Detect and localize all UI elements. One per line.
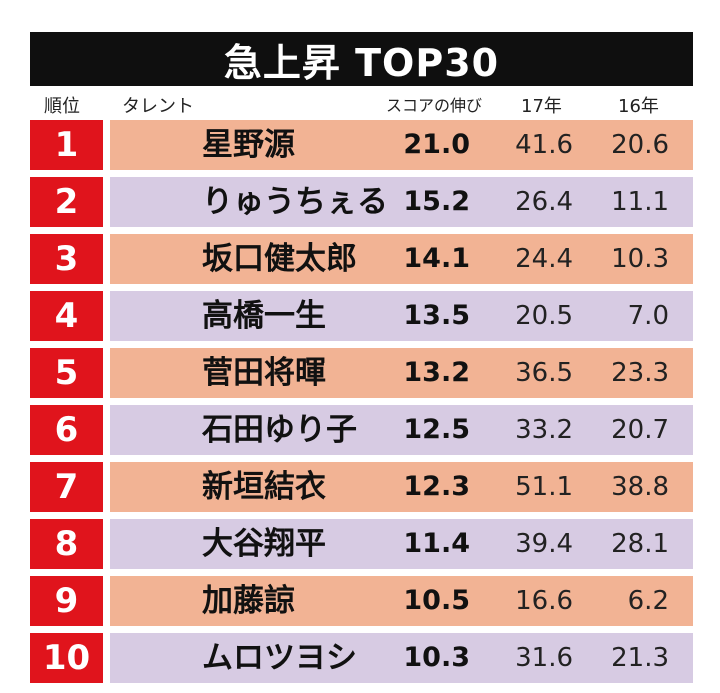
score-17: 16.6 (515, 586, 573, 616)
score-growth: 12.3 (403, 471, 470, 502)
talent-name: 新垣結衣 (202, 469, 326, 505)
table-row: 3 坂口健太郎 14.1 24.4 10.3 (30, 234, 693, 284)
rank-badge: 3 (30, 234, 103, 284)
score-16: 6.2 (627, 586, 669, 616)
row-band: 星野源 21.0 41.6 20.6 (110, 120, 693, 170)
rank-badge: 5 (30, 348, 103, 398)
score-16: 7.0 (627, 301, 669, 331)
row-band: 菅田将暉 13.2 36.5 23.3 (110, 348, 693, 398)
table-row: 5 菅田将暉 13.2 36.5 23.3 (30, 348, 693, 398)
header-rank: 順位 (44, 96, 80, 117)
score-17: 41.6 (515, 130, 573, 160)
talent-name: 星野源 (202, 127, 295, 163)
score-16: 20.7 (611, 415, 669, 445)
rank-badge: 4 (30, 291, 103, 341)
ranking-title: 急上昇 TOP30 (30, 32, 693, 86)
header-year-16: 16年 (618, 96, 659, 117)
rank-badge: 2 (30, 177, 103, 227)
score-16: 11.1 (611, 187, 669, 217)
score-growth: 13.5 (403, 300, 470, 331)
score-growth: 21.0 (403, 129, 470, 160)
score-17: 33.2 (515, 415, 573, 445)
score-17: 51.1 (515, 472, 573, 502)
header-score-growth: スコアの伸び (386, 96, 483, 115)
table-row: 8 大谷翔平 11.4 39.4 28.1 (30, 519, 693, 569)
rank-badge: 8 (30, 519, 103, 569)
talent-name: ムロツヨシ (202, 640, 357, 676)
rank-badge: 10 (30, 633, 103, 683)
score-16: 38.8 (611, 472, 669, 502)
talent-name: 大谷翔平 (202, 526, 326, 562)
score-17: 36.5 (515, 358, 573, 388)
table-header: 順位 タレント スコアの伸び 17年 16年 (30, 92, 693, 118)
table-row: 4 高橋一生 13.5 20.5 7.0 (30, 291, 693, 341)
row-band: りゅうちぇる 15.2 26.4 11.1 (110, 177, 693, 227)
row-band: 坂口健太郎 14.1 24.4 10.3 (110, 234, 693, 284)
score-16: 23.3 (611, 358, 669, 388)
talent-name: 菅田将暉 (202, 355, 326, 391)
header-talent: タレント (122, 96, 194, 117)
score-17: 26.4 (515, 187, 573, 217)
score-growth: 10.5 (403, 585, 470, 616)
table-row: 10 ムロツヨシ 10.3 31.6 21.3 (30, 633, 693, 683)
table-row: 9 加藤諒 10.5 16.6 6.2 (30, 576, 693, 626)
talent-name: 石田ゆり子 (202, 412, 357, 448)
row-band: 高橋一生 13.5 20.5 7.0 (110, 291, 693, 341)
table-row: 1 星野源 21.0 41.6 20.6 (30, 120, 693, 170)
score-16: 28.1 (611, 529, 669, 559)
score-16: 21.3 (611, 643, 669, 673)
rank-badge: 7 (30, 462, 103, 512)
talent-name: 高橋一生 (202, 298, 326, 334)
talent-name: 坂口健太郎 (202, 241, 357, 277)
score-17: 24.4 (515, 244, 573, 274)
talent-name: 加藤諒 (202, 583, 295, 619)
talent-name: りゅうちぇる (202, 184, 388, 220)
row-band: 大谷翔平 11.4 39.4 28.1 (110, 519, 693, 569)
score-growth: 10.3 (403, 642, 470, 673)
row-band: ムロツヨシ 10.3 31.6 21.3 (110, 633, 693, 683)
score-growth: 14.1 (403, 243, 470, 274)
row-band: 新垣結衣 12.3 51.1 38.8 (110, 462, 693, 512)
score-17: 39.4 (515, 529, 573, 559)
score-growth: 12.5 (403, 414, 470, 445)
table-row: 7 新垣結衣 12.3 51.1 38.8 (30, 462, 693, 512)
score-growth: 15.2 (403, 186, 470, 217)
score-17: 31.6 (515, 643, 573, 673)
header-year-17: 17年 (521, 96, 562, 117)
row-band: 石田ゆり子 12.5 33.2 20.7 (110, 405, 693, 455)
score-growth: 11.4 (403, 528, 470, 559)
table-row: 6 石田ゆり子 12.5 33.2 20.7 (30, 405, 693, 455)
rank-badge: 1 (30, 120, 103, 170)
score-16: 20.6 (611, 130, 669, 160)
score-growth: 13.2 (403, 357, 470, 388)
rank-badge: 9 (30, 576, 103, 626)
table-row: 2 りゅうちぇる 15.2 26.4 11.1 (30, 177, 693, 227)
score-16: 10.3 (611, 244, 669, 274)
row-band: 加藤諒 10.5 16.6 6.2 (110, 576, 693, 626)
score-17: 20.5 (515, 301, 573, 331)
ranking-table: 1 星野源 21.0 41.6 20.6 2 りゅうちぇる 15.2 26.4 … (30, 120, 693, 690)
rank-badge: 6 (30, 405, 103, 455)
